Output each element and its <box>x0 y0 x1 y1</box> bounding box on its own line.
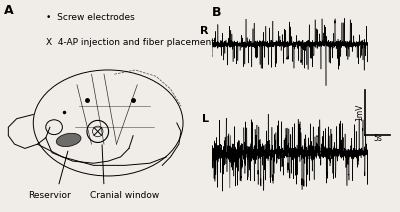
Text: A: A <box>4 4 14 17</box>
Text: •  Screw electrodes: • Screw electrodes <box>46 13 134 22</box>
Text: B: B <box>212 6 222 19</box>
Text: R: R <box>200 26 209 36</box>
Text: L: L <box>202 114 209 124</box>
Text: X  4-AP injection and fiber placement: X 4-AP injection and fiber placement <box>46 38 215 47</box>
Text: 1mV: 1mV <box>355 104 364 121</box>
Text: Cranial window: Cranial window <box>90 191 160 200</box>
Ellipse shape <box>56 133 81 146</box>
Text: Reservior: Reservior <box>28 191 71 200</box>
Text: 5s: 5s <box>373 134 382 143</box>
